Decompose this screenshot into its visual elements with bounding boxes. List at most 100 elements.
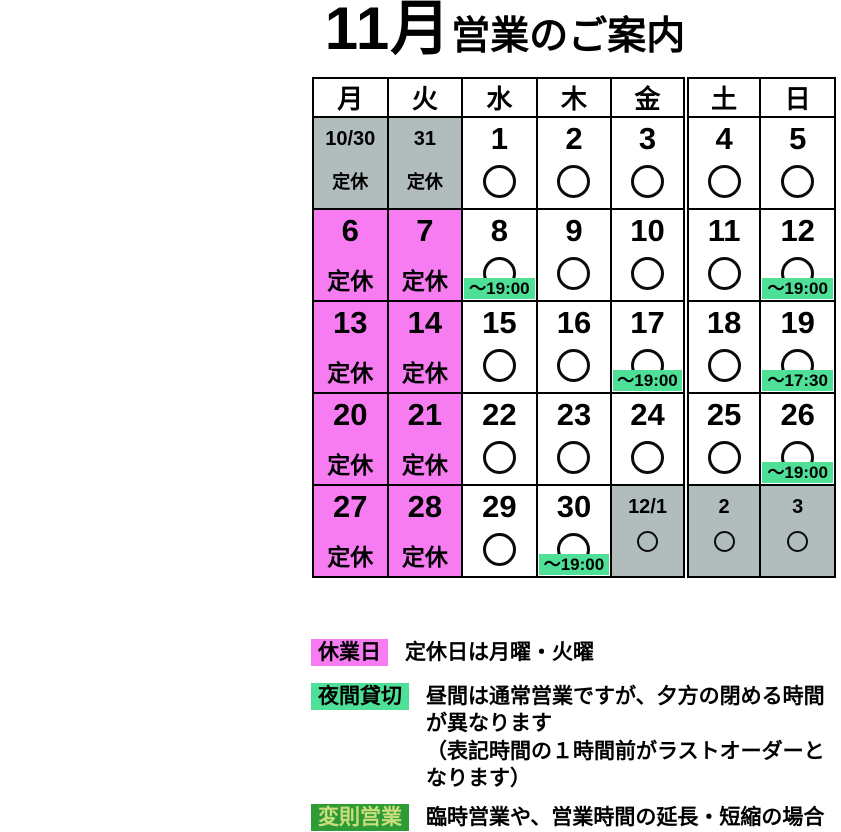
day-number: 4 [715, 121, 733, 156]
day-number: 10 [630, 213, 665, 248]
day-number: 20 [333, 397, 368, 432]
day-number: 12 [780, 213, 815, 248]
closed-label: 定休 [401, 543, 448, 570]
open-circle-icon [781, 164, 815, 198]
open-circle-icon [631, 440, 665, 474]
day-header-6: 日 [759, 77, 836, 118]
open-circle-icon [482, 164, 516, 198]
evening-time-label: ～19:00 [762, 462, 833, 483]
evening-time-label: ～19:00 [464, 278, 535, 299]
legend-swatch-pink: 休業日 [311, 639, 388, 666]
day-header-1: 火 [386, 77, 464, 118]
calendar-week-row-0: 10/30 定休 31 定休 1 2 3 4 5 [312, 116, 836, 210]
title-month: 11月 [324, 0, 452, 62]
calendar-day-cell: 3 [610, 116, 689, 210]
day-number: 30 [556, 489, 592, 524]
open-circle-icon [637, 531, 659, 552]
day-number: 31 [413, 128, 436, 150]
day-number: 11 [707, 213, 741, 248]
open-circle-icon [707, 440, 741, 474]
closed-label: 定休 [327, 359, 374, 386]
open-circle-icon [713, 531, 735, 552]
calendar-day-cell: 29 [461, 484, 538, 578]
day-header-0: 月 [312, 77, 389, 118]
day-number: 17 [630, 305, 665, 340]
calendar-day-cell: 4 [684, 116, 762, 210]
closed-label: 定休 [327, 543, 374, 570]
calendar-day-cell: 10 [610, 208, 689, 302]
day-number: 23 [556, 397, 592, 432]
calendar-day-cell: 25 [684, 392, 762, 486]
calendar-week-row-1: 6 定休 7 定休 8 ～19:00 9 10 11 12 ～19:00 [312, 208, 836, 302]
day-header-3: 木 [535, 77, 613, 118]
day-header-5: 土 [684, 77, 762, 118]
calendar-day-cell: 7 定休 [386, 208, 464, 302]
calendar-day-cell: 23 [535, 392, 613, 486]
day-number: 29 [482, 489, 517, 524]
legend-item-1: 夜間貸切 昼間は通常営業ですが、夕方の閉める時間が異なります （表記時間の１時間前が… [311, 683, 831, 793]
open-circle-icon [557, 348, 591, 382]
closed-label: 定休 [406, 172, 443, 192]
calendar-day-cell: 1 [461, 116, 538, 210]
open-circle-icon [787, 531, 809, 552]
legend-text-0: 定休日は月曜・火曜 [405, 639, 594, 667]
legend-text-1: 昼間は通常営業ですが、夕方の閉める時間が異なります （表記時間の１時間前がラストオ… [426, 683, 831, 793]
calendar-day-cell: 6 定休 [312, 208, 389, 302]
closed-label: 定休 [327, 267, 374, 294]
open-circle-icon [631, 164, 665, 198]
legend-item-2: 変則営業 臨時営業や、営業時間の延長・短縮の場合 [311, 804, 831, 832]
open-circle-icon [482, 348, 516, 382]
day-number: 25 [706, 397, 742, 432]
calendar-day-cell: 3 [759, 484, 836, 578]
day-number: 21 [407, 397, 443, 432]
calendar-day-cell: 8 ～19:00 [461, 208, 538, 302]
open-circle-icon [707, 348, 741, 382]
day-number: 24 [630, 397, 665, 432]
legend-swatch-green: 変則営業 [311, 804, 409, 831]
day-number: 3 [792, 496, 804, 518]
open-circle-icon [631, 256, 665, 290]
day-number: 13 [333, 305, 368, 340]
day-number: 3 [638, 121, 657, 156]
legend-text-line-1-1: （表記時間の１時間前がラストオーダーとなります） [426, 740, 825, 790]
calendar-day-cell: 27 定休 [312, 484, 389, 578]
open-circle-icon [557, 164, 591, 198]
legend: 休業日 定休日は月曜・火曜夜間貸切 昼間は通常営業ですが、夕方の閉める時間が異なりま… [311, 639, 831, 832]
title-suffix: 営業のご案内 [451, 15, 686, 58]
open-circle-icon [707, 256, 741, 290]
calendar-day-cell: 12 ～19:00 [759, 208, 836, 302]
closed-label: 定休 [401, 267, 448, 294]
calendar-week-row-3: 20 定休 21 定休 22 23 24 25 26 ～19:00 [312, 392, 836, 486]
day-number: 22 [482, 397, 517, 432]
calendar-day-cell: 28 定休 [386, 484, 464, 578]
calendar-day-cell: 2 [684, 484, 762, 578]
day-number: 26 [780, 397, 815, 432]
calendar-day-cell: 21 定休 [386, 392, 464, 486]
day-header-4: 金 [610, 77, 689, 118]
legend-swatch-mint: 夜間貸切 [311, 683, 409, 710]
day-number: 2 [718, 496, 730, 518]
closed-label: 定休 [332, 172, 369, 192]
calendar-day-cell: 31 定休 [386, 116, 464, 210]
calendar-table: 月火水木金土日 10/30 定休 31 定休 1 2 3 4 5 6 定休 7 定休 8 ～19:00 9 10… [312, 77, 836, 578]
open-circle-icon [482, 532, 516, 566]
day-number: 18 [706, 305, 742, 340]
day-number: 27 [333, 489, 368, 524]
calendar-day-cell: 26 ～19:00 [759, 392, 836, 486]
closed-label: 定休 [327, 451, 374, 478]
calendar-day-cell: 14 定休 [386, 300, 464, 394]
day-header-row: 月火水木金土日 [312, 77, 836, 118]
page-title: 11月営業のご案内 [325, 0, 685, 80]
legend-text-line-0-0: 定休日は月曜・火曜 [405, 641, 594, 664]
calendar-day-cell: 2 [535, 116, 613, 210]
evening-time-label: ～19:00 [762, 278, 833, 299]
calendar-week-row-4: 27 定休 28 定休 29 30 ～19:00 12/1 2 3 [312, 484, 836, 578]
calendar-day-cell: 15 [461, 300, 538, 394]
calendar-day-cell: 30 ～19:00 [535, 484, 613, 578]
day-number: 2 [565, 121, 583, 156]
open-circle-icon [557, 256, 591, 290]
day-number: 28 [407, 489, 443, 524]
legend-text-line-2-0: 臨時営業や、営業時間の延長・短縮の場合 [426, 806, 825, 829]
day-header-2: 水 [461, 77, 538, 118]
open-circle-icon [557, 440, 591, 474]
